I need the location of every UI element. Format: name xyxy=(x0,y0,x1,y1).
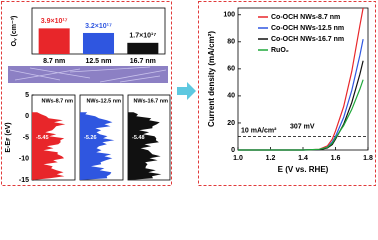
value-label: 1.7×10¹⁷ xyxy=(129,33,156,40)
y-axis-label: Current density (mA/cm²) xyxy=(207,31,216,127)
x-tick-label: 8.7 nm xyxy=(43,58,65,65)
y-tick-label: -5 xyxy=(23,134,29,141)
y-axis-label: E-Eꜰ (eV) xyxy=(5,122,12,152)
legend-label: NWs-16.7 nm xyxy=(133,98,168,104)
density-profile xyxy=(32,112,66,180)
y-tick-label: 0 xyxy=(231,147,235,154)
x-tick-label: 1.8 xyxy=(363,155,373,162)
y-tick-label: -15 xyxy=(19,177,29,184)
y-tick-label: -10 xyxy=(19,156,29,163)
x-tick-label: 1.6 xyxy=(331,155,341,162)
y-tick-label: 5 xyxy=(25,92,29,99)
annotation: 307 mV xyxy=(290,123,315,130)
legend-label: Co-OCH NWs-16.7 nm xyxy=(271,36,344,43)
density-profile xyxy=(80,112,115,180)
data-line xyxy=(238,79,364,151)
right-frame xyxy=(198,1,376,186)
figure: Oᵥ (cm⁻³) 3.9×10¹⁷ 8.7 nm 3.2×10¹⁷ 12.5 nm 1.… xyxy=(1,1,376,186)
x-axis-label: E (V vs. RHE) xyxy=(278,165,329,174)
left-frame xyxy=(1,1,172,186)
legend-label: NWs-8.7 nm xyxy=(42,98,74,104)
value-label: 3.9×10¹⁷ xyxy=(41,18,68,25)
y-tick-label: 20 xyxy=(227,120,235,127)
arrow xyxy=(177,82,196,100)
energy-label: -5.48 xyxy=(132,135,145,141)
x-tick-label: 1.2 xyxy=(266,155,276,162)
micrograph xyxy=(8,66,168,83)
y-tick-label: 100 xyxy=(223,12,235,19)
y-tick-label: 0 xyxy=(25,113,29,120)
y-tick-label: 40 xyxy=(227,93,235,100)
y-tick-label: 60 xyxy=(227,66,235,73)
energy-label: -5.26 xyxy=(84,135,97,141)
bar xyxy=(38,28,70,54)
energy-label: -5.45 xyxy=(36,135,49,141)
value-label: 3.2×10¹⁷ xyxy=(85,23,112,30)
legend-label: NWs-12.5 nm xyxy=(86,98,121,104)
annotation: 10 mA/cm² xyxy=(241,127,277,134)
legend-label: RuO₂ xyxy=(271,47,289,54)
x-tick-label: 12.5 nm xyxy=(85,58,111,65)
bar xyxy=(127,42,159,54)
legend-label: Co-OCH NWs-8.7 nm xyxy=(271,14,340,21)
legend-label: Co-OCH NWs-12.5 nm xyxy=(271,25,344,32)
y-axis-label: Oᵥ (cm⁻³) xyxy=(11,16,18,47)
y-tick-label: 80 xyxy=(227,39,235,46)
bar xyxy=(82,32,115,54)
x-tick-label: 1.4 xyxy=(298,155,308,162)
density-profile xyxy=(128,112,162,180)
x-tick-label: 16.7 nm xyxy=(130,58,156,65)
x-tick-label: 1.0 xyxy=(233,155,243,162)
